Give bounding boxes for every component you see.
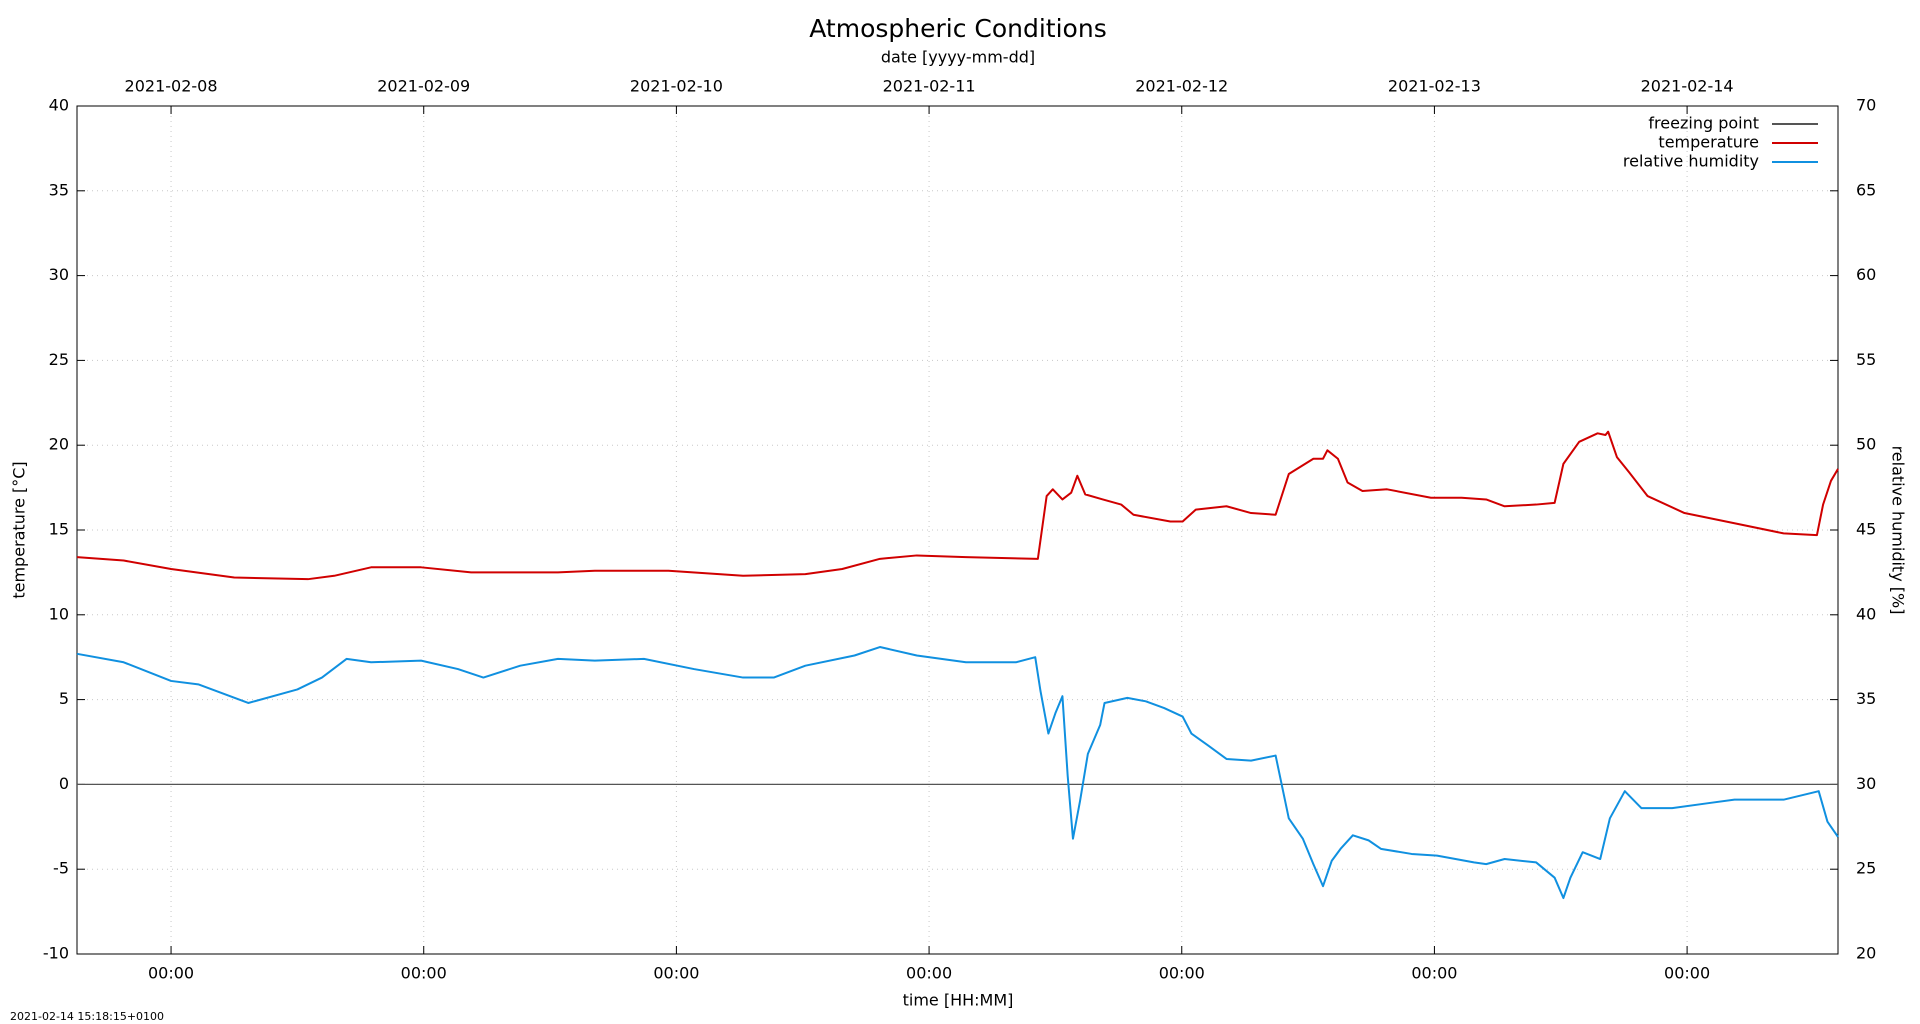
x2-axis-label: date [yyyy-mm-dd] (881, 48, 1035, 67)
timestamp: 2021-02-14 15:18:15+0100 (10, 1010, 164, 1023)
x-tick-label: 00:00 (1664, 964, 1710, 983)
x2-tick-label: 2021-02-11 (883, 77, 976, 96)
y-tick-label: 15 (49, 520, 69, 539)
x-tick-label: 00:00 (401, 964, 447, 983)
x2-tick-label: 2021-02-12 (1135, 77, 1228, 96)
y2-tick-label: 45 (1856, 520, 1876, 539)
y2-tick-label: 70 (1856, 96, 1876, 115)
y2-tick-label: 20 (1856, 944, 1876, 963)
y-tick-label: 35 (49, 180, 69, 199)
y-tick-label: 10 (49, 604, 69, 623)
x-axis-label: time [HH:MM] (903, 991, 1014, 1010)
y-tick-label: -10 (43, 944, 69, 963)
series-line (76, 430, 1839, 581)
x-tick-label: 00:00 (1411, 964, 1457, 983)
y-tick-label: 5 (59, 689, 69, 708)
y-tick-label: -5 (53, 859, 69, 878)
legend-label: relative humidity (1623, 152, 1759, 171)
x-tick-label: 00:00 (1159, 964, 1205, 983)
legend-label: freezing point (1648, 114, 1759, 133)
y2-tick-label: 40 (1856, 604, 1876, 623)
y2-tick-label: 50 (1856, 435, 1876, 454)
y-tick-label: 20 (49, 435, 69, 454)
y2-tick-label: 55 (1856, 350, 1876, 369)
x-tick-label: 00:00 (653, 964, 699, 983)
series-line (76, 646, 1839, 900)
y2-tick-label: 60 (1856, 265, 1876, 284)
y2-tick-label: 65 (1856, 180, 1876, 199)
y-tick-label: 25 (49, 350, 69, 369)
legend-label: temperature (1658, 133, 1759, 152)
plot-frame (76, 105, 1839, 955)
y-tick-label: 0 (59, 774, 69, 793)
x2-tick-label: 2021-02-10 (630, 77, 723, 96)
y-axis-label: temperature [°C] (10, 461, 29, 598)
x2-tick-label: 2021-02-08 (125, 77, 218, 96)
y2-axis-label: relative humidity [%] (1889, 446, 1908, 615)
x2-tick-label: 2021-02-14 (1641, 77, 1734, 96)
x2-tick-label: 2021-02-09 (377, 77, 470, 96)
y-tick-label: 30 (49, 265, 69, 284)
y2-tick-label: 25 (1856, 859, 1876, 878)
y2-tick-label: 35 (1856, 689, 1876, 708)
y-tick-label: 40 (49, 96, 69, 115)
y2-tick-label: 30 (1856, 774, 1876, 793)
x-tick-label: 00:00 (148, 964, 194, 983)
x-tick-label: 00:00 (906, 964, 952, 983)
x2-tick-label: 2021-02-13 (1388, 77, 1481, 96)
chart-title: Atmospheric Conditions (809, 14, 1106, 43)
